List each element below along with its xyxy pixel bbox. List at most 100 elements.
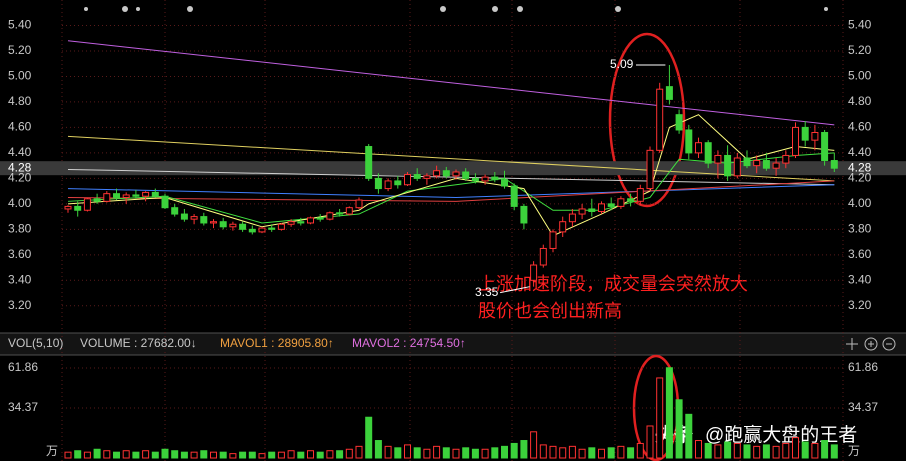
candle-body [423,175,431,179]
candle-body [394,180,402,186]
move-icon[interactable] [846,338,858,350]
volume-bar [336,450,344,459]
volume-bar [636,442,644,459]
volume-bar [93,448,101,459]
note: 上涨加速阶段，成交量会突然放大 [478,274,748,294]
volume-bar [530,431,538,459]
candle-body [753,160,761,167]
volume-bar [578,448,586,459]
ma-line [67,180,835,202]
volume-bar [316,451,324,459]
event-marker [136,7,140,11]
candle-body [248,228,256,233]
volume-bar [74,450,82,459]
candle-body [762,160,770,169]
volume-bar [675,399,683,459]
volume-bar [384,445,392,459]
y-tick-label: 4.00 [8,196,32,210]
annotation: 5.09 [610,57,634,71]
ma-line [67,135,835,182]
candle-body [792,126,799,156]
volume-bar [520,440,528,459]
event-marker [824,7,828,11]
candle-body [530,264,538,281]
annotation: 3.35 [475,285,499,299]
candle-body [462,171,470,179]
zoom-out-icon[interactable] [882,337,896,351]
volume-bar [151,451,159,459]
candle-body [122,194,130,198]
volume-bar [64,451,72,459]
candle-body [520,205,528,224]
ma-line [67,184,835,198]
volume-bar [161,448,169,459]
volume-bar [210,451,217,459]
y-tick-label: 4.20 [8,171,32,185]
y-tick-label: 3.80 [848,222,872,236]
candle-body [714,154,722,164]
volume-bar [442,447,450,459]
volume-bar [685,413,693,459]
candle-body [733,157,741,177]
volume-bar [598,448,605,459]
y-tick-label: 3.60 [8,247,32,261]
annotation-arrow [499,286,530,294]
ma-lines [67,40,835,237]
candle-body [724,154,732,177]
volume-bar [394,447,402,459]
candle-body [636,188,644,202]
volume-bar [355,445,363,459]
candle-body [491,176,499,181]
volume-bar [374,440,382,459]
candle-body [656,88,664,151]
volume-bar [132,451,140,459]
candle-body [316,217,324,220]
volume-bar [122,450,130,459]
candle-body [772,162,780,169]
y-tick-label: 4.80 [8,94,32,108]
candle-body [481,176,489,182]
candle-body [326,212,334,220]
candle-body [782,154,790,164]
volume-bar [753,445,761,459]
vol-unit: 万 [848,444,860,458]
candle-body [413,174,421,179]
candle-body [64,205,72,210]
candle-body [113,193,120,198]
candle-body [151,191,159,197]
vol-value: VOLUME : 27682.00↓ [80,336,197,350]
toolbar-icons[interactable] [846,337,896,351]
candle-body [180,213,188,220]
volume-bar [588,447,596,459]
volume-bar [704,442,712,459]
candle-body [598,203,605,213]
ma-line [67,168,835,186]
candle-body [74,205,82,211]
volume-bar [452,448,460,459]
zoom-in-icon[interactable] [868,341,874,347]
candle-body [627,198,635,202]
volume-bar [142,450,150,459]
volume-bar [762,444,770,459]
candle-body [219,221,227,228]
volume-bar [404,444,411,459]
current-price-label: 4.28 [8,160,32,174]
volume-bar [607,447,615,459]
volume-bar [229,453,237,459]
event-marker [517,6,523,12]
candle-body [510,185,518,207]
volume-bar [423,448,431,459]
volume-bar [801,441,809,459]
y-tick-label: 3.40 [8,272,32,286]
candle-body [190,216,198,220]
volume-bar [830,444,838,459]
zoom-in-icon[interactable] [864,337,878,351]
volume-bar [539,444,547,459]
volume-bar [549,445,557,459]
current-price-label: 4.28 [848,160,872,174]
volume-bar [413,447,421,459]
candle-body [229,223,237,228]
volume-bar [559,447,567,459]
